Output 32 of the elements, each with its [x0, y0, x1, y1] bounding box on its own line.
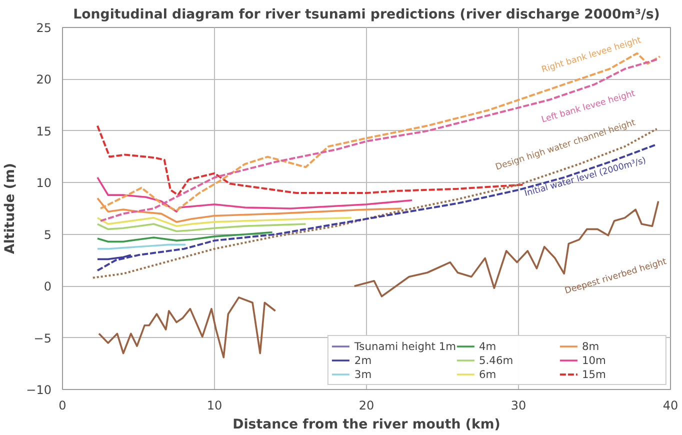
y-tick-label: 10 — [36, 176, 52, 190]
y-tick-label: 15 — [36, 124, 52, 138]
line-series — [96, 176, 413, 213]
legend-label: 8m — [582, 339, 600, 353]
legend-label: Tsunami height 1m — [354, 339, 456, 353]
legend-label: 10m — [582, 353, 607, 367]
x-axis-title: Distance from the river mouth (km) — [232, 418, 500, 432]
line-series — [96, 124, 524, 196]
y-tick-label: 25 — [36, 21, 52, 35]
y-tick-label: 5 — [44, 228, 52, 242]
text: Right bank levee height — [540, 35, 643, 76]
legend-label: 5.46m — [479, 353, 514, 367]
legend-label: 3m — [354, 367, 373, 381]
line-series — [96, 216, 352, 227]
legend-label: 15m — [582, 367, 607, 381]
line-series — [96, 197, 402, 223]
x-tick-label: 40 — [662, 398, 678, 412]
y-tick-label: 20 — [36, 72, 52, 87]
x-tick-label: 0 — [58, 398, 66, 412]
y-tick-label: −5 — [34, 331, 52, 346]
legend-label: 6m — [479, 367, 498, 381]
x-tick-label: 20 — [358, 398, 374, 412]
chart-title: Longitudinal diagram for river tsunami predictions (river discharge 2000m³/s) — [73, 8, 660, 22]
y-tick-label: 0 — [44, 280, 52, 294]
x-tick-label: 30 — [510, 398, 526, 412]
x-tick-label: 10 — [206, 398, 222, 412]
legend-label: 2m — [354, 353, 373, 367]
y-tick-label: −10 — [26, 383, 52, 397]
legend-label: 4m — [479, 339, 498, 353]
line-series — [96, 223, 307, 232]
y-axis-title: Altitude (m) — [3, 163, 18, 254]
line-series — [96, 231, 274, 242]
